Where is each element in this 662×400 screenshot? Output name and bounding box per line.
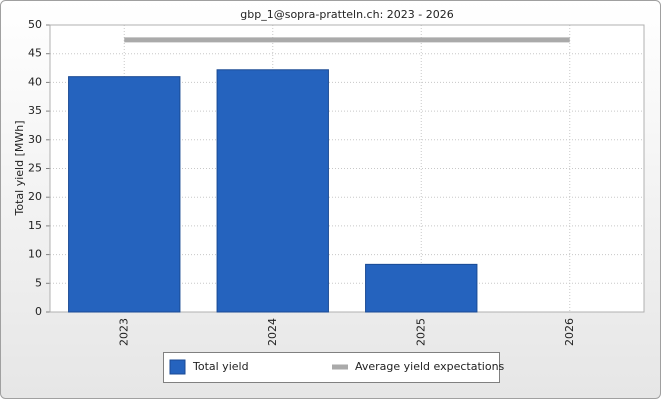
y-axis-label: Total yield [MWh] [13,121,26,217]
bar [68,76,181,313]
y-tick-label: 35 [28,104,42,117]
legend-label: Total yield [192,360,249,373]
y-tick-label: 20 [28,190,42,203]
legend [163,352,500,383]
y-tick-label: 30 [28,133,42,146]
legend-label: Average yield expectations [355,360,505,373]
y-tick-label: 15 [28,219,42,232]
x-tick-label: 2026 [563,318,576,346]
y-tick-label: 40 [28,75,42,88]
x-tick-label: 2024 [266,318,279,346]
y-tick-label: 45 [28,47,42,60]
y-tick-label: 0 [35,305,42,318]
bar [365,263,478,313]
x-tick-label: 2025 [414,318,427,346]
x-tick-label: 2023 [117,318,130,346]
legend-swatch [169,359,186,375]
y-tick-label: 25 [28,162,42,175]
plot-border [49,24,645,313]
chart-title: gbp_1@sopra-pratteln.ch: 2023 - 2026 [240,8,453,21]
y-tick-label: 5 [35,276,42,289]
y-tick-label: 50 [28,18,42,31]
y-tick-label: 10 [28,248,42,261]
bar [216,69,329,313]
